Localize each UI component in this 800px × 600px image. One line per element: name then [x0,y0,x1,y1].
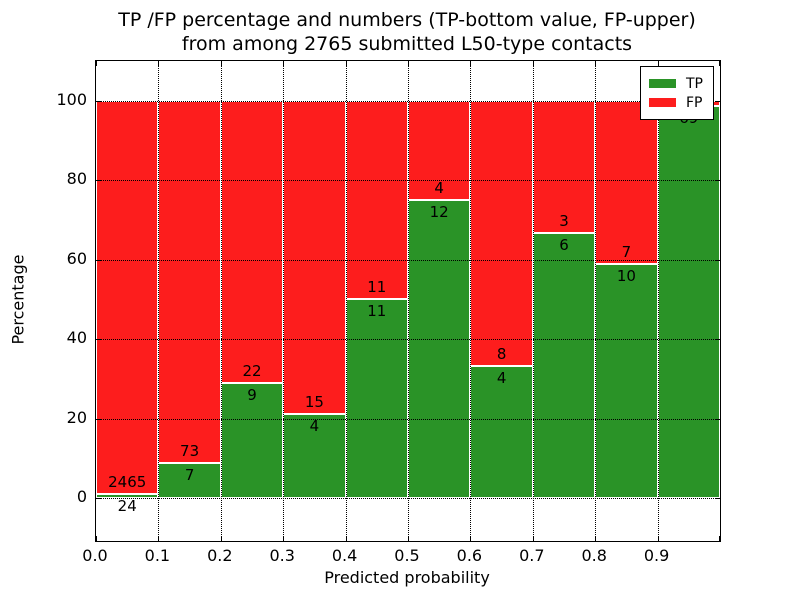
x-tick-mark [408,61,409,66]
bar-tp-segment [532,233,596,499]
chart-title-line1: TP /FP percentage and numbers (TP-bottom… [118,9,696,31]
x-tick-mark [96,61,97,66]
x-axis-label: Predicted probability [324,568,490,587]
x-tick-mark [345,536,347,541]
legend-swatch-fp [649,98,676,107]
y-tick-mark [715,180,720,182]
y-tick-mark [715,339,720,341]
bar-tp-segment [657,106,720,499]
bar-fp-segment [595,100,658,265]
x-tick-label: 0.9 [643,546,670,565]
y-tick-mark [96,498,101,500]
x-tick-mark [283,61,285,66]
x-tick-mark [96,536,97,541]
bar-tp-segment [283,414,346,499]
bar-fp-segment [408,100,471,201]
bar-fp-segment [158,100,221,464]
legend-entry: TP [649,75,703,92]
legend-swatch-tp [649,79,676,88]
y-tick-mark [715,259,720,261]
y-tick-mark [715,100,720,102]
y-tick-mark [96,100,101,102]
bar-fp-segment [283,100,346,415]
y-tick-mark [715,498,720,500]
y-tick-label: 20 [66,407,87,427]
x-tick-mark [532,536,534,541]
y-axis-label: Percentage [8,254,28,345]
y-tick-label: 80 [66,169,87,189]
x-tick-label: 0.3 [269,546,295,565]
x-tick-mark [719,61,720,66]
x-tick-mark [158,61,160,66]
y-tick-mark [96,418,101,420]
x-tick-mark [470,61,472,66]
bar-fp-segment [96,100,159,495]
bar-tp-segment [345,299,408,499]
x-tick-mark [283,536,285,541]
x-tick-label: 0.8 [581,546,607,565]
x-tick-label: 0.5 [394,546,420,565]
bar-tp-segment [470,365,533,499]
y-tick-mark [96,259,101,261]
bar-tp-segment [220,382,284,499]
bar-fp-segment [532,100,596,234]
bar-tp-segment [96,494,159,499]
x-tick-label: 0.2 [207,546,233,565]
x-tick-mark [345,61,347,66]
bar-tp-count-label: 24 [117,497,137,516]
legend: TP FP [640,66,714,120]
x-tick-label: 0.4 [331,546,358,565]
x-tick-mark [657,536,659,541]
x-tick-mark [719,536,720,541]
x-tick-mark [532,61,534,66]
x-tick-mark [470,536,472,541]
y-tick-label: 0 [76,487,87,507]
chart-title: TP /FP percentage and numbers (TP-bottom… [95,8,719,56]
bar-tp-segment [158,463,221,499]
legend-label: TP [686,75,703,92]
y-tick-mark [96,180,101,182]
bar-tp-segment [595,264,658,499]
y-tick-label: 100 [56,89,87,109]
y-tick-mark [715,418,720,420]
y-tick-label: 60 [66,248,87,268]
legend-entry: FP [649,94,703,111]
bar-fp-segment [470,100,533,366]
x-tick-mark [158,536,160,541]
x-tick-label: 0.1 [144,546,171,565]
bar-tp-segment [408,200,471,499]
bar-fp-segment [345,100,408,300]
gridline-horizontal [96,498,720,500]
y-tick-mark [96,339,101,341]
x-tick-mark [595,536,597,541]
x-tick-label: 0.6 [456,546,483,565]
bar-fp-segment [220,100,284,383]
x-tick-label: 0.7 [519,546,545,565]
x-tick-mark [220,61,222,66]
x-tick-mark [220,536,222,541]
legend-label: FP [686,94,703,111]
chart-title-line2: from among 2765 submitted L50-type conta… [181,33,633,55]
x-tick-mark [595,61,597,66]
y-tick-label: 40 [66,328,87,348]
x-tick-label: 0.0 [82,546,108,565]
x-tick-mark [408,536,409,541]
